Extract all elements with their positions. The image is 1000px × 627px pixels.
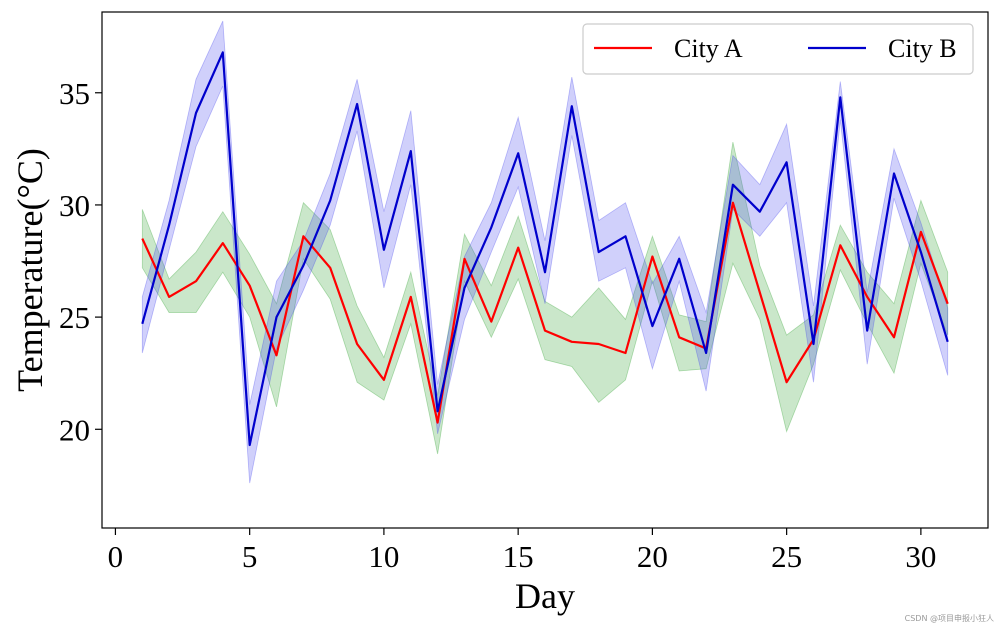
series-lines bbox=[141, 51, 949, 447]
x-tick-label: 25 bbox=[771, 539, 802, 574]
band-city-b bbox=[141, 20, 949, 484]
legend-label-city-b: City B bbox=[888, 34, 957, 63]
y-tick-label: 30 bbox=[59, 188, 90, 223]
band-city-a bbox=[141, 142, 949, 455]
y-tick-label: 35 bbox=[59, 76, 90, 111]
y-axis-label: Temperature(°C) bbox=[10, 148, 50, 392]
y-axis-ticks: 20 25 30 35 bbox=[59, 76, 102, 447]
legend-box bbox=[582, 23, 974, 75]
confidence-bands bbox=[141, 20, 949, 484]
legend: City A City B bbox=[582, 23, 974, 75]
y-tick-label: 25 bbox=[59, 300, 90, 335]
plot-frame bbox=[101, 11, 989, 529]
x-tick-label: 20 bbox=[637, 539, 668, 574]
x-tick-label: 15 bbox=[503, 539, 534, 574]
y-tick-label: 20 bbox=[59, 412, 90, 447]
x-axis-ticks: 0 5 10 15 20 25 30 bbox=[108, 528, 936, 574]
x-tick-label: 0 bbox=[108, 539, 124, 574]
watermark: CSDN @项目申报小狂人 bbox=[904, 614, 994, 623]
legend-label-city-a: City A bbox=[674, 34, 743, 63]
x-axis-label: Day bbox=[515, 576, 575, 616]
x-tick-label: 10 bbox=[368, 539, 399, 574]
line-city-b bbox=[141, 51, 949, 447]
x-tick-label: 5 bbox=[242, 539, 258, 574]
x-tick-label: 30 bbox=[905, 539, 936, 574]
